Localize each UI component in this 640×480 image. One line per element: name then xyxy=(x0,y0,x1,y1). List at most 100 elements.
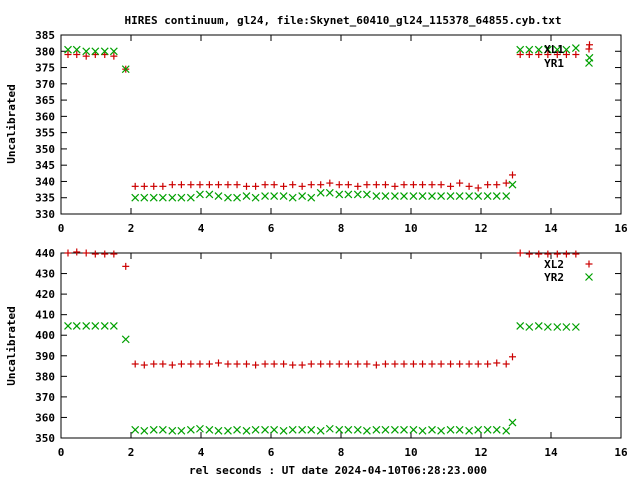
data-point-xl2 xyxy=(215,359,222,367)
data-point-xl1 xyxy=(307,181,315,189)
data-point-xl1 xyxy=(344,181,352,189)
data-point-xl1 xyxy=(456,179,464,187)
data-point-xl2 xyxy=(307,360,315,368)
data-point-yr1 xyxy=(508,180,517,189)
data-point-yr2 xyxy=(251,425,260,434)
data-point-xl2 xyxy=(456,360,464,368)
data-point-yr2 xyxy=(372,425,381,434)
y-tick-label: 355 xyxy=(35,127,55,140)
bottom-y-ticks: 350 360 370 380 390 400 410 420 430 440 xyxy=(35,247,621,445)
data-point-xl2 xyxy=(131,360,139,368)
y-tick-label: 350 xyxy=(35,143,55,156)
x-tick-label: 2 xyxy=(128,446,135,459)
data-point-xl2 xyxy=(317,360,325,368)
data-point-xl2 xyxy=(354,360,362,368)
data-point-yr1 xyxy=(428,192,436,201)
y-tick-label: 410 xyxy=(35,309,55,322)
data-point-yr1 xyxy=(261,192,269,201)
data-point-xl2 xyxy=(372,361,380,369)
data-point-yr1 xyxy=(109,47,118,56)
data-point-yr2 xyxy=(177,426,186,435)
data-point-yr1 xyxy=(196,190,204,199)
data-point-yr2 xyxy=(525,323,534,331)
data-point-yr1 xyxy=(465,192,474,201)
data-point-yr2 xyxy=(465,426,474,435)
data-point-xl2 xyxy=(159,360,167,368)
data-point-xl2 xyxy=(252,361,260,369)
x-tick-label: 0 xyxy=(58,222,65,235)
data-point-yr2 xyxy=(362,426,371,435)
data-point-xl2 xyxy=(474,360,482,368)
data-point-yr1 xyxy=(316,188,325,197)
data-point-xl2 xyxy=(447,360,455,368)
data-point-xl1 xyxy=(280,182,288,190)
data-point-yr2 xyxy=(214,426,223,435)
data-point-xl1 xyxy=(187,181,195,189)
data-point-yr1 xyxy=(534,45,543,54)
data-point-xl1 xyxy=(177,181,185,189)
data-point-xl2 xyxy=(298,361,306,369)
data-point-xl1 xyxy=(215,181,222,189)
data-point-xl1 xyxy=(400,181,408,189)
data-point-yr1 xyxy=(64,45,72,54)
data-point-yr1 xyxy=(91,47,100,56)
legend-label-yr2: YR2 xyxy=(544,271,564,284)
data-point-yr2 xyxy=(158,425,167,434)
data-point-yr2 xyxy=(64,322,72,330)
data-point-yr2 xyxy=(168,426,177,435)
top-legend: XL1 YR1 xyxy=(544,43,593,70)
data-point-xl1 xyxy=(205,181,213,189)
data-point-xl2 xyxy=(270,360,278,368)
x-tick-label: 16 xyxy=(614,222,628,235)
bottom-panel: 350 360 370 380 390 400 410 420 430 440 0 2 4 6 8 10 12… xyxy=(5,247,628,459)
x-tick-label: 2 xyxy=(128,222,135,235)
data-point-yr2 xyxy=(502,426,511,435)
data-point-yr2 xyxy=(508,418,517,427)
x-tick-label: 14 xyxy=(544,222,558,235)
data-point-xl1 xyxy=(150,182,158,190)
data-point-yr2 xyxy=(437,426,446,435)
data-point-xl1 xyxy=(270,181,278,189)
data-point-yr2 xyxy=(483,425,492,434)
legend-symbol-xl2 xyxy=(585,260,593,268)
data-point-xl2 xyxy=(419,360,427,368)
data-point-yr1 xyxy=(446,192,455,201)
data-point-yr2 xyxy=(261,425,269,434)
data-point-yr1 xyxy=(251,193,260,202)
data-point-xl1 xyxy=(82,52,90,60)
data-point-xl1 xyxy=(493,181,501,189)
x-tick-label: 8 xyxy=(338,222,345,235)
data-point-yr1 xyxy=(131,193,140,202)
data-point-yr1 xyxy=(553,45,562,54)
y-tick-label: 430 xyxy=(35,268,55,281)
data-point-xl1 xyxy=(140,182,148,190)
data-point-yr1 xyxy=(400,192,408,201)
data-point-xl2 xyxy=(205,360,213,368)
data-point-xl2 xyxy=(509,353,516,361)
data-point-xl2 xyxy=(187,360,195,368)
top-y-ticks: 330 335 340 345 350 355 360 365 370 375 380 385 xyxy=(35,29,621,221)
data-point-yr1 xyxy=(362,190,371,199)
data-point-yr2 xyxy=(344,425,353,434)
data-point-yr1 xyxy=(242,192,251,201)
data-point-xl2 xyxy=(177,360,185,368)
data-point-xl2 xyxy=(502,360,510,368)
data-point-xl1 xyxy=(101,51,109,59)
data-point-yr2 xyxy=(140,426,149,435)
legend-label-yr1: YR1 xyxy=(544,57,564,70)
data-point-xl2 xyxy=(516,249,524,257)
bottom-data-marks xyxy=(64,248,580,435)
data-point-xl1 xyxy=(474,184,482,192)
data-point-xl1 xyxy=(243,182,250,190)
y-tick-label: 330 xyxy=(35,208,55,221)
data-point-xl2 xyxy=(326,360,334,368)
y-tick-label: 360 xyxy=(35,411,55,424)
data-point-yr1 xyxy=(325,188,334,197)
data-point-yr1 xyxy=(335,190,344,199)
legend-marker-xl2 xyxy=(585,260,593,268)
data-point-yr2 xyxy=(186,425,195,434)
data-point-xl1 xyxy=(553,51,561,59)
data-point-yr1 xyxy=(483,192,492,201)
data-point-yr2 xyxy=(492,425,501,434)
legend-symbol-yr2 xyxy=(585,273,593,281)
